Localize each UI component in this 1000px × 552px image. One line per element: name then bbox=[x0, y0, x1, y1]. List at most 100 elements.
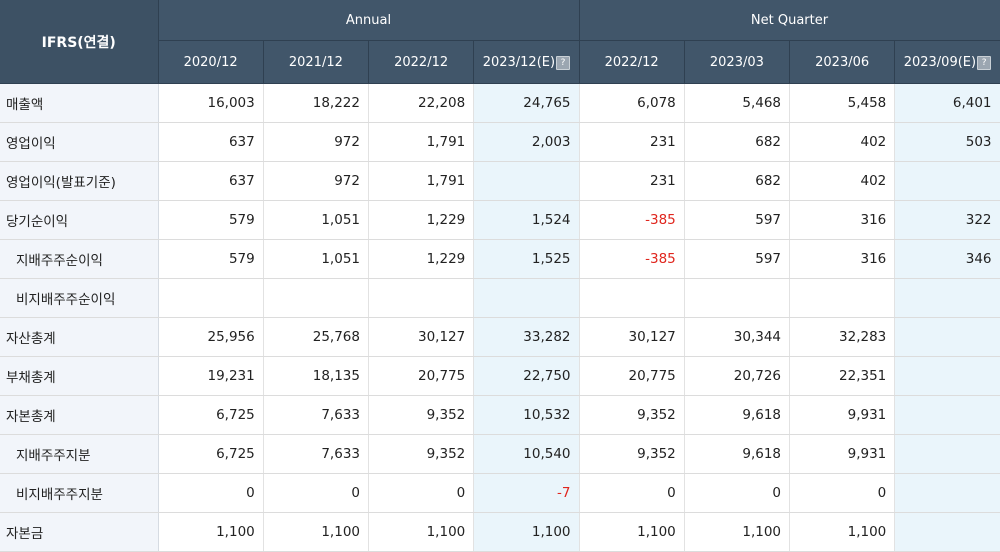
value-cell bbox=[894, 473, 1000, 513]
value-cell: 30,127 bbox=[579, 317, 685, 357]
value-cell: 637 bbox=[158, 161, 264, 201]
period-label: 2022/12 bbox=[394, 54, 449, 70]
value-cell: 20,775 bbox=[579, 356, 685, 396]
value-cell: 1,791 bbox=[368, 122, 475, 162]
value-cell bbox=[473, 278, 580, 318]
period-label: 2020/12 bbox=[183, 54, 238, 70]
period-header: 2022/12 bbox=[368, 40, 475, 84]
value-cell: 1,100 bbox=[579, 512, 685, 552]
table-row: 자본금 1,100 1,100 1,100 1,100 1,100 1,100 1,100 bbox=[0, 512, 1000, 552]
row-label: 부채총계 bbox=[0, 356, 159, 396]
value-cell: 6,725 bbox=[158, 395, 264, 435]
table-row: 비지배주주순이익 bbox=[0, 278, 1000, 318]
value-cell: 24,765 bbox=[473, 83, 580, 123]
value-cell: 7,633 bbox=[263, 395, 370, 435]
table-row: 지배주주순이익 579 1,051 1,229 1,525 -385 597 316 346 bbox=[0, 239, 1000, 279]
value-cell: 402 bbox=[789, 122, 896, 162]
value-cell: 22,750 bbox=[473, 356, 580, 396]
value-cell: 2,003 bbox=[473, 122, 580, 162]
value-cell: 6,078 bbox=[579, 83, 685, 123]
value-cell: 33,282 bbox=[473, 317, 580, 357]
value-cell bbox=[894, 161, 1000, 201]
value-cell: 9,618 bbox=[684, 434, 791, 474]
row-label: 비지배주주순이익 bbox=[0, 278, 159, 318]
value-cell: 19,231 bbox=[158, 356, 264, 396]
value-cell: 18,222 bbox=[263, 83, 370, 123]
value-cell: 16,003 bbox=[158, 83, 264, 123]
value-cell: 1,100 bbox=[473, 512, 580, 552]
value-cell: 9,352 bbox=[368, 395, 475, 435]
table-row: 비지배주주지분 0 0 0 -7 0 0 0 bbox=[0, 473, 1000, 513]
value-cell: 316 bbox=[789, 200, 896, 240]
value-cell: -385 bbox=[579, 200, 685, 240]
table-row: 부채총계 19,231 18,135 20,775 22,750 20,775 20,726… bbox=[0, 356, 1000, 396]
value-cell: 0 bbox=[579, 473, 685, 513]
value-cell: 1,229 bbox=[368, 239, 475, 279]
value-cell: 25,768 bbox=[263, 317, 370, 357]
value-cell bbox=[894, 434, 1000, 474]
annual-group-header: Annual bbox=[158, 0, 580, 41]
value-cell: 5,468 bbox=[684, 83, 791, 123]
value-cell: 316 bbox=[789, 239, 896, 279]
row-label: 비지배주주지분 bbox=[0, 473, 159, 513]
accounting-standard-header: IFRS(연결) bbox=[0, 0, 159, 84]
period-header: 2023/12(E)? bbox=[473, 40, 580, 84]
value-cell: 972 bbox=[263, 161, 370, 201]
value-cell: 1,524 bbox=[473, 200, 580, 240]
row-label: 영업이익 bbox=[0, 122, 159, 162]
value-cell: 1,525 bbox=[473, 239, 580, 279]
value-cell: 0 bbox=[263, 473, 370, 513]
value-cell: 1,100 bbox=[789, 512, 896, 552]
value-cell: 20,775 bbox=[368, 356, 475, 396]
value-cell: 10,540 bbox=[473, 434, 580, 474]
table-row: 영업이익 637 972 1,791 2,003 231 682 402 503 bbox=[0, 122, 1000, 162]
period-label: 2021/12 bbox=[288, 54, 343, 70]
value-cell: 30,344 bbox=[684, 317, 791, 357]
estimate-info-icon[interactable]: ? bbox=[977, 55, 992, 70]
value-cell: 597 bbox=[684, 239, 791, 279]
value-cell: 9,352 bbox=[579, 434, 685, 474]
value-cell: 20,726 bbox=[684, 356, 791, 396]
row-label: 지배주주지분 bbox=[0, 434, 159, 474]
value-cell: 25,956 bbox=[158, 317, 264, 357]
value-cell: 6,725 bbox=[158, 434, 264, 474]
value-cell bbox=[368, 278, 475, 318]
value-cell: 231 bbox=[579, 122, 685, 162]
value-cell: 30,127 bbox=[368, 317, 475, 357]
value-cell: 637 bbox=[158, 122, 264, 162]
value-cell: 5,458 bbox=[789, 83, 896, 123]
value-cell bbox=[684, 278, 791, 318]
value-cell: 22,208 bbox=[368, 83, 475, 123]
estimate-info-icon[interactable]: ? bbox=[556, 55, 571, 70]
value-cell: 682 bbox=[684, 161, 791, 201]
value-cell: -385 bbox=[579, 239, 685, 279]
value-cell: 1,791 bbox=[368, 161, 475, 201]
value-cell: 7,633 bbox=[263, 434, 370, 474]
table-row: 매출액 16,003 18,222 22,208 24,765 6,078 5,468 5,4… bbox=[0, 83, 1000, 123]
row-label: 매출액 bbox=[0, 83, 159, 123]
value-cell bbox=[894, 317, 1000, 357]
period-label: 2023/06 bbox=[815, 54, 870, 70]
value-cell: -7 bbox=[473, 473, 580, 513]
table-row: 지배주주지분 6,725 7,633 9,352 10,540 9,352 9,618 9,9… bbox=[0, 434, 1000, 474]
value-cell: 9,618 bbox=[684, 395, 791, 435]
period-label: 2023/12(E) bbox=[482, 54, 556, 70]
period-label: 2023/03 bbox=[709, 54, 764, 70]
value-cell: 972 bbox=[263, 122, 370, 162]
row-label: 당기순이익 bbox=[0, 200, 159, 240]
value-cell: 322 bbox=[894, 200, 1000, 240]
value-cell: 0 bbox=[684, 473, 791, 513]
value-cell: 682 bbox=[684, 122, 791, 162]
table-row: 영업이익(발표기준) 637 972 1,791 231 682 402 bbox=[0, 161, 1000, 201]
value-cell bbox=[894, 278, 1000, 318]
value-cell bbox=[894, 356, 1000, 396]
value-cell: 22,351 bbox=[789, 356, 896, 396]
value-cell: 18,135 bbox=[263, 356, 370, 396]
value-cell: 9,931 bbox=[789, 434, 896, 474]
value-cell bbox=[894, 395, 1000, 435]
row-label: 자산총계 bbox=[0, 317, 159, 357]
row-label: 지배주주순이익 bbox=[0, 239, 159, 279]
value-cell: 9,352 bbox=[368, 434, 475, 474]
value-cell: 32,283 bbox=[789, 317, 896, 357]
net-quarter-group-header: Net Quarter bbox=[579, 0, 1000, 41]
